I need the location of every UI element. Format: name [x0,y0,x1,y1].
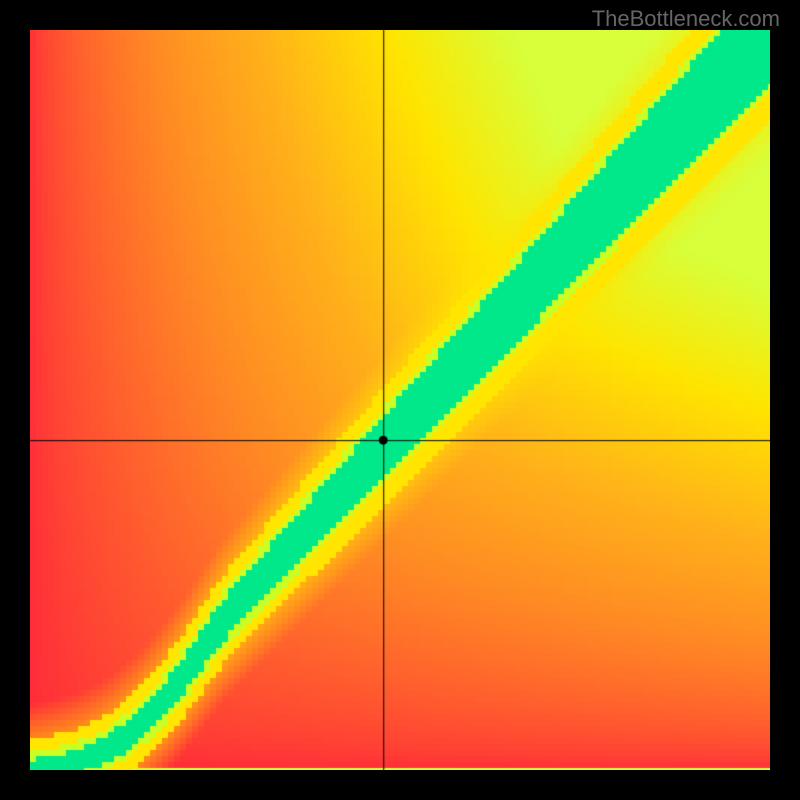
heatmap-canvas [30,30,770,770]
watermark-label: TheBottleneck.com [592,6,780,32]
chart-container: TheBottleneck.com [0,0,800,800]
